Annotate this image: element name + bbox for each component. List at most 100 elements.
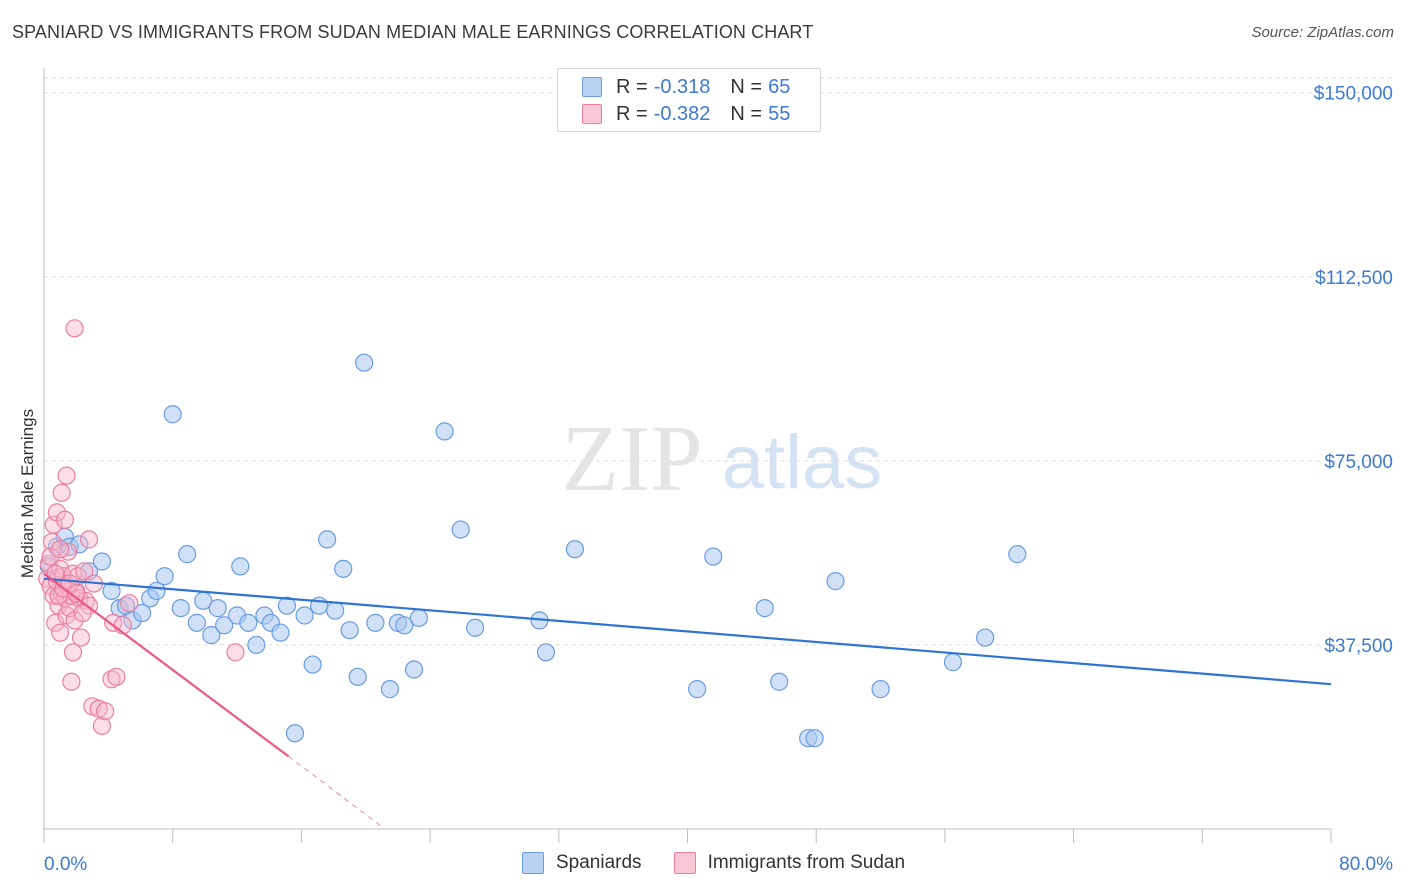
data-point-sudan	[226, 643, 245, 662]
data-point-spaniards	[178, 545, 197, 564]
data-point-spaniards	[271, 623, 290, 642]
data-point-sudan	[50, 623, 70, 642]
data-point-spaniards	[285, 724, 305, 743]
legend-item-sudan: Immigrants from Sudan	[673, 852, 906, 874]
data-point-sudan	[65, 319, 84, 338]
data-point-spaniards	[163, 405, 182, 424]
legend-row-sudan: R = -0.382 N = 55	[582, 102, 790, 126]
legend-swatch-pink	[582, 104, 602, 124]
legend-n-label: N =	[730, 102, 763, 125]
data-point-spaniards	[355, 353, 374, 372]
data-point-spaniards	[277, 596, 297, 615]
watermark-atlas: atlas	[722, 420, 883, 505]
trend-lines	[43, 572, 1332, 827]
data-point-spaniards	[239, 613, 258, 632]
watermark-zip: ZIP	[562, 407, 703, 511]
data-point-sudan	[63, 643, 83, 662]
data-point-sudan	[96, 702, 115, 721]
data-point-spaniards	[404, 660, 424, 679]
data-point-spaniards	[466, 618, 485, 637]
data-point-spaniards	[215, 616, 234, 635]
axis-labels: $37,500 $75,000 $112,500 $150,000 0.0% 80.0% M…	[18, 84, 1393, 875]
y-axis-label: Median Male Earnings	[18, 409, 37, 578]
legend-row-spaniards: R = -0.318 N = 65	[582, 75, 790, 99]
data-point-spaniards	[1008, 545, 1027, 564]
data-point-spaniards	[102, 581, 121, 601]
data-point-spaniards	[92, 552, 112, 571]
legend-r-label: R =	[616, 75, 648, 98]
legend-swatch-blue	[522, 852, 544, 874]
y-tick-label: $37,500	[1324, 636, 1393, 657]
legend-n-label: N =	[730, 75, 763, 98]
x-tick-label: 80.0%	[1339, 854, 1393, 875]
data-point-spaniards	[704, 547, 723, 566]
data-point-sudan	[57, 466, 76, 485]
data-point-sudan	[41, 547, 60, 566]
data-point-spaniards	[943, 653, 963, 672]
watermark: ZIP atlas	[562, 407, 883, 511]
data-point-spaniards	[187, 613, 206, 632]
data-point-spaniards	[70, 535, 89, 554]
stats-legend: R = -0.318 N = 65 R = -0.382 N = 55	[557, 68, 821, 132]
data-point-sudan	[71, 628, 91, 647]
data-point-spaniards	[688, 680, 707, 699]
legend-label-spaniards: Spaniards	[556, 852, 642, 873]
legend-label-sudan: Immigrants from Sudan	[707, 852, 906, 873]
trend-line-spaniards	[43, 577, 1332, 686]
data-point-sudan	[75, 562, 94, 581]
data-point-sudan	[52, 483, 71, 502]
data-point-spaniards	[409, 608, 428, 628]
data-point-spaniards	[155, 567, 174, 586]
legend-item-spaniards: Spaniards	[522, 852, 642, 874]
data-point-sudan	[92, 716, 112, 736]
data-point-spaniards	[366, 613, 385, 632]
trend-line-sudan-extension	[288, 755, 383, 827]
data-point-sudan	[79, 530, 99, 549]
y-tick-label: $150,000	[1314, 84, 1393, 105]
data-point-spaniards	[770, 672, 789, 691]
data-point-spaniards	[247, 635, 266, 655]
data-point-sudan	[55, 510, 75, 529]
data-point-spaniards	[826, 572, 845, 591]
data-point-spaniards	[565, 540, 584, 559]
legend-n-value: 55	[768, 102, 791, 125]
data-point-sudan	[46, 613, 65, 632]
data-point-spaniards	[326, 601, 345, 620]
data-point-spaniards	[334, 559, 353, 578]
legend-r-label: R =	[616, 102, 648, 125]
data-point-sudan	[102, 670, 121, 689]
trend-line-sudan	[43, 572, 290, 758]
data-point-spaniards	[202, 626, 221, 645]
data-point-spaniards	[451, 520, 470, 539]
data-point-spaniards	[395, 616, 414, 635]
data-point-sudan	[50, 540, 70, 559]
data-point-spaniards	[805, 729, 824, 748]
legend-n-value: 65	[768, 75, 791, 98]
data-point-spaniards	[976, 628, 995, 647]
data-point-spaniards	[755, 599, 774, 618]
data-point-sudan	[63, 564, 83, 583]
chart-source: Source: ZipAtlas.com	[1251, 24, 1394, 41]
y-tick-label: $112,500	[1315, 268, 1393, 289]
data-point-sudan	[113, 616, 132, 635]
data-point-spaniards	[871, 680, 890, 699]
data-point-spaniards	[295, 606, 314, 625]
spaniards-points	[39, 353, 1027, 748]
data-point-sudan	[120, 594, 139, 613]
data-point-spaniards	[348, 667, 367, 686]
legend-r-value: -0.318	[653, 75, 711, 98]
legend-swatch-pink	[673, 852, 696, 874]
data-point-spaniards	[133, 603, 152, 623]
axes	[43, 68, 1332, 843]
data-point-spaniards	[171, 599, 190, 618]
data-point-sudan	[62, 672, 81, 691]
data-point-spaniards	[380, 680, 399, 699]
series-legend: Spaniards Immigrants from Sudan	[522, 852, 937, 874]
sudan-points	[38, 319, 245, 736]
data-point-sudan	[39, 554, 58, 574]
data-point-sudan	[73, 603, 92, 623]
x-tick-label: 0.0%	[44, 854, 87, 875]
data-point-spaniards	[208, 599, 227, 618]
y-tick-label: $75,000	[1324, 452, 1393, 473]
